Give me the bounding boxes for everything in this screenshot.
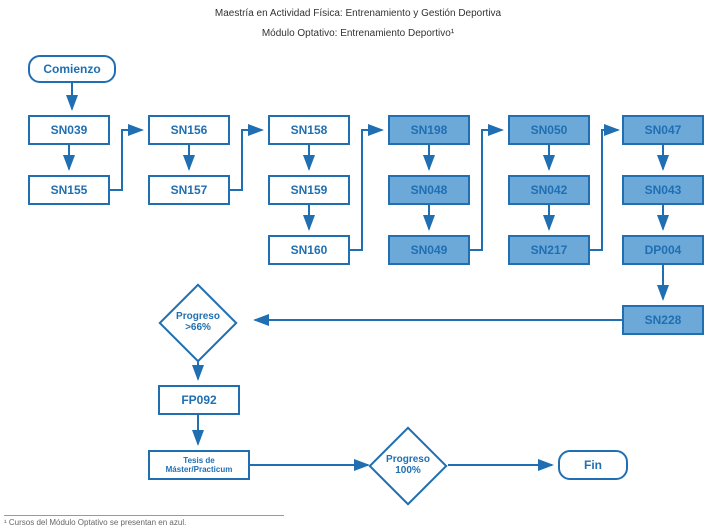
node-sn160: SN160	[268, 235, 350, 265]
node-fp092: FP092	[158, 385, 240, 415]
node-sn158: SN158	[268, 115, 350, 145]
node-fin: Fin	[558, 450, 628, 480]
node-sn048: SN048	[388, 175, 470, 205]
node-sn217: SN217	[508, 235, 590, 265]
node-sn043: SN043	[622, 175, 704, 205]
footnote: ¹ Cursos del Módulo Optativo se presenta…	[4, 515, 284, 527]
title-line-2: Módulo Optativo: Entrenamiento Deportivo…	[0, 28, 716, 39]
arrow-10	[470, 130, 502, 250]
arrow-7	[350, 130, 382, 250]
diamond-label-prog100: Progreso100%	[368, 454, 448, 476]
arrow-4	[230, 130, 262, 190]
diamond-label-prog66: Progreso>66%	[158, 311, 238, 333]
node-dp004: DP004	[622, 235, 704, 265]
node-sn155: SN155	[28, 175, 110, 205]
node-start: Comienzo	[28, 55, 116, 83]
node-sn049: SN049	[388, 235, 470, 265]
node-sn159: SN159	[268, 175, 350, 205]
node-sn050: SN050	[508, 115, 590, 145]
arrow-2	[110, 130, 142, 190]
node-thesis: Tesis de Máster/Practicum	[148, 450, 250, 480]
node-sn047: SN047	[622, 115, 704, 145]
node-sn228: SN228	[622, 305, 704, 335]
node-sn157: SN157	[148, 175, 230, 205]
node-sn042: SN042	[508, 175, 590, 205]
node-sn156: SN156	[148, 115, 230, 145]
title-line-1: Maestría en Actividad Física: Entrenamie…	[0, 8, 716, 19]
arrow-13	[590, 130, 618, 250]
node-sn198: SN198	[388, 115, 470, 145]
node-sn039: SN039	[28, 115, 110, 145]
